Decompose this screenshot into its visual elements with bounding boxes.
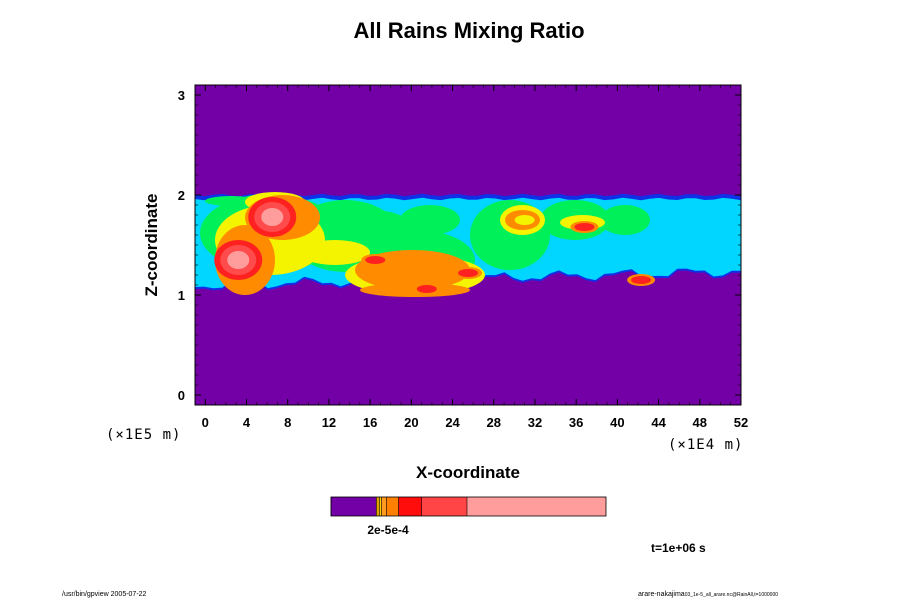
y-tick-label: 1 [178, 288, 185, 303]
y-unit-label: (×1E5 m) [106, 427, 181, 443]
colorbar-segment-5 [398, 497, 422, 516]
x-tick-label: 52 [734, 415, 748, 430]
y-ticks: 0 1 2 3 [178, 88, 741, 403]
green-region-7 [600, 205, 650, 235]
y-axis-label: Z-coordinate [142, 194, 161, 297]
x-tick-label: 0 [202, 415, 209, 430]
colorbar-segment-3 [381, 497, 387, 516]
hotspot-7 [514, 215, 535, 225]
plot-area [194, 84, 742, 406]
footer-right-main: arare-nakajima [638, 591, 685, 598]
x-tick-label: 20 [404, 415, 418, 430]
hotspot-3 [416, 285, 437, 293]
colorbar-frame [330, 496, 607, 517]
colorbar [330, 497, 606, 516]
colorbar-label: 2e-5e-4 [367, 523, 409, 537]
yellow-region-1 [300, 240, 370, 265]
hotspot-2 [365, 256, 386, 264]
x-tick-label: 28 [487, 415, 501, 430]
colorbar-segment-4 [386, 497, 399, 516]
chart-title: All Rains Mixing Ratio [353, 18, 584, 43]
green-region-4 [400, 205, 460, 235]
x-tick-label: 12 [322, 415, 336, 430]
hotspot-4 [458, 269, 478, 277]
hotspot-1 [227, 251, 250, 269]
x-tick-label: 24 [445, 415, 460, 430]
mixing-ratio-field [195, 192, 741, 297]
x-axis-label: X-coordinate [416, 463, 520, 482]
x-tick-label: 8 [284, 415, 291, 430]
x-ticks: 0 4 8 12 16 20 24 28 32 36 40 44 48 52 [194, 85, 748, 430]
y-tick-label: 3 [178, 88, 185, 103]
y-tick-label: 2 [178, 188, 185, 203]
footer-left: /usr/bin/gpview 2005-07-22 [62, 591, 147, 598]
x-tick-label: 40 [610, 415, 624, 430]
x-tick-label: 4 [243, 415, 251, 430]
x-unit-label: (×1E4 m) [668, 437, 743, 453]
colorbar-segment-1 [376, 497, 380, 516]
x-tick-label: 32 [528, 415, 542, 430]
green-region-1 [205, 196, 257, 206]
hotspot-6 [574, 223, 595, 231]
x-tick-label: 36 [569, 415, 583, 430]
colorbar-segment-6 [421, 497, 467, 516]
colorbar-segment-0 [331, 497, 377, 516]
y-tick-label: 0 [178, 388, 185, 403]
hotspot-0 [261, 208, 284, 226]
colorbar-segment-7 [466, 497, 606, 516]
hotspot-5 [631, 276, 652, 284]
footer-right: arare-nakajima03_1e-5_all_arare.nc@RainA… [638, 591, 778, 598]
x-tick-label: 48 [693, 415, 707, 430]
x-tick-label: 16 [363, 415, 377, 430]
x-tick-label: 44 [651, 415, 666, 430]
colorbar-segment-2 [379, 497, 382, 516]
footer-right-sub: 03_1e-5_all_arare.nc@RainAll,t=1000000 [685, 592, 779, 598]
green-region-8 [330, 210, 410, 240]
time-label: t=1e+06 s [651, 541, 706, 555]
